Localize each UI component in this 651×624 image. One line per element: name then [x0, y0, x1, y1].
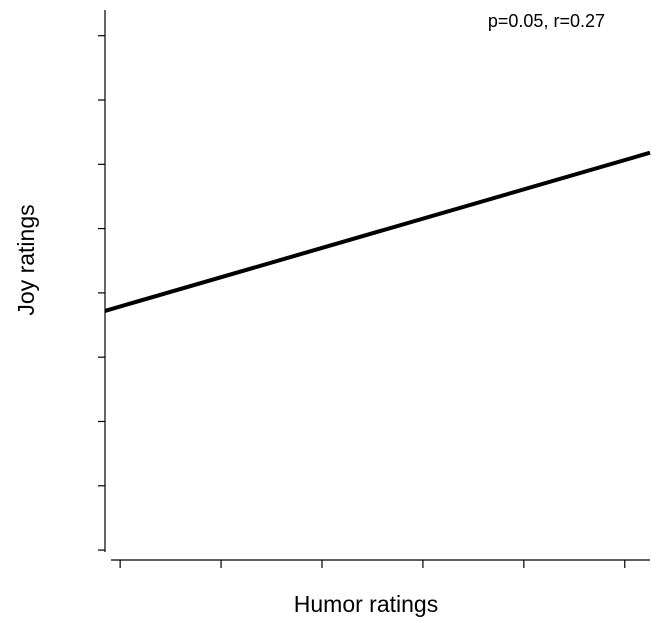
x-axis-label: Humor ratings [294, 591, 438, 617]
y-axis-label: Joy ratings [13, 204, 39, 315]
annotation: p=0.05, r=0.27 [488, 11, 605, 31]
regression-line [104, 150, 651, 313]
